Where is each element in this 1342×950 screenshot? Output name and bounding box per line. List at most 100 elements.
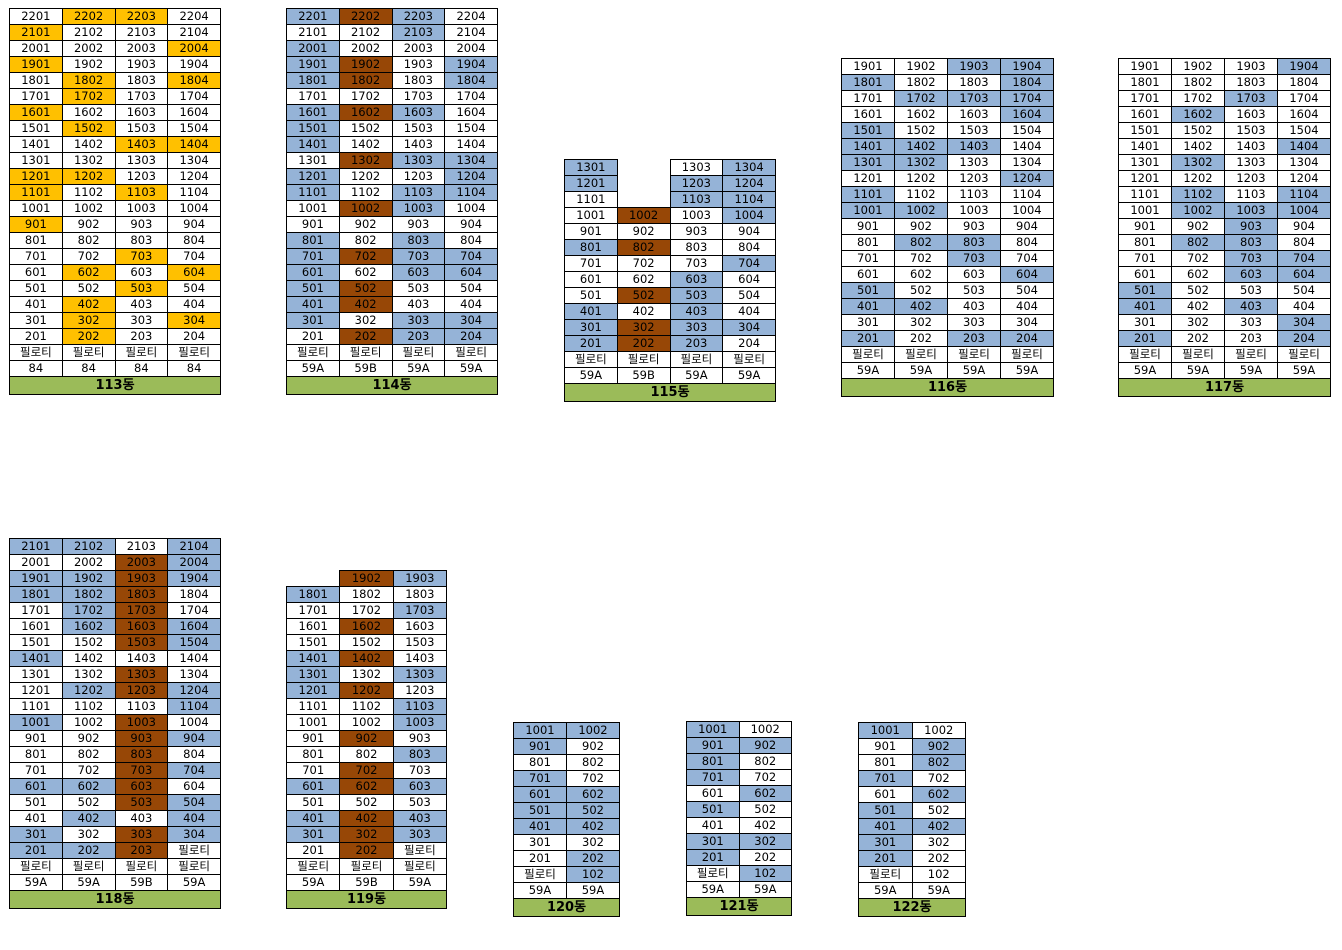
floor-row: 1801 1802 1803 1804 bbox=[9, 72, 221, 89]
unit-cell: 401 bbox=[513, 818, 567, 835]
unit-cell: 1601 bbox=[286, 104, 340, 121]
floor-row: 401 402 403 404 bbox=[564, 303, 776, 320]
unit-cell: 2101 bbox=[9, 24, 63, 41]
unit-cell: 803 bbox=[391, 232, 446, 249]
floor-row: 1101 1102 1103 bbox=[285, 698, 448, 715]
floor-row: 59A 59A 59B 59A bbox=[9, 874, 221, 891]
unit-cell: 804 bbox=[444, 232, 498, 249]
building-label: 120동 bbox=[513, 898, 620, 917]
unit-cell: 1201 bbox=[564, 175, 618, 192]
unit-cell: 59B bbox=[339, 874, 394, 891]
floor-row: 필로티 필로티 필로티 필로티 bbox=[841, 346, 1054, 363]
unit-cell: 59A bbox=[1118, 362, 1172, 379]
unit-cell: 601 bbox=[286, 264, 340, 281]
floor-row: 필로티 102 bbox=[858, 866, 966, 883]
unit-cell: 2202 bbox=[61, 8, 116, 25]
unit-cell: 703 bbox=[114, 762, 169, 779]
floor-row: 901 902 bbox=[513, 738, 620, 755]
unit-cell: 304 bbox=[722, 319, 776, 336]
unit-cell: 801 bbox=[841, 234, 895, 251]
unit-cell: 1601 bbox=[1118, 106, 1172, 123]
unit-cell: 필로티 bbox=[1000, 346, 1054, 363]
unit-cell: 2204 bbox=[167, 8, 221, 25]
unit-cell: 59A bbox=[911, 882, 966, 899]
floor-row: 1801 1802 1803 1804 bbox=[841, 74, 1054, 91]
floor-row: 1301 1302 1303 bbox=[285, 666, 448, 683]
unit-cell: 502 bbox=[1171, 282, 1225, 299]
floor-row: 801 802 bbox=[513, 754, 620, 771]
unit-cell: 1203 bbox=[392, 682, 448, 699]
unit-cell: 501 bbox=[286, 280, 340, 297]
unit-cell: 402 bbox=[61, 810, 116, 827]
unit-cell: 302 bbox=[61, 312, 116, 329]
unit-cell: 필로티 bbox=[167, 842, 221, 859]
building-120: 1001 1002 901 902 801 802 701 702 601 602 501 502 40… bbox=[513, 722, 620, 917]
unit-cell: 1603 bbox=[391, 104, 446, 121]
unit-cell: 1002 bbox=[61, 200, 116, 217]
unit-cell: 1803 bbox=[391, 72, 446, 89]
floor-row: 401 402 403 404 bbox=[286, 296, 498, 313]
unit-cell: 602 bbox=[1171, 266, 1225, 283]
unit-cell: 1303 bbox=[114, 152, 169, 169]
unit-cell: 601 bbox=[1118, 266, 1172, 283]
unit-cell: 601 bbox=[564, 271, 618, 288]
unit-cell: 1704 bbox=[444, 88, 498, 105]
floor-row: 2001 2002 2003 2004 bbox=[9, 554, 221, 571]
unit-cell: 1202 bbox=[1171, 170, 1225, 187]
unit-cell: 1802 bbox=[1171, 74, 1225, 91]
unit-cell: 1303 bbox=[669, 159, 724, 176]
unit-cell: 1101 bbox=[286, 184, 340, 201]
unit-cell: 1004 bbox=[444, 200, 498, 217]
unit-cell: 1401 bbox=[286, 136, 340, 153]
floor-row: 59A 59A bbox=[686, 881, 792, 898]
floor-row: 1201 1202 1203 1204 bbox=[9, 682, 221, 699]
unit-cell: 59A bbox=[392, 874, 448, 891]
unit-cell: 2003 bbox=[114, 40, 169, 57]
unit-cell: 201 bbox=[1118, 330, 1172, 347]
unit-cell: 1002 bbox=[338, 200, 393, 217]
unit-cell: 1801 bbox=[9, 586, 63, 603]
floor-row: 401 402 403 404 bbox=[841, 298, 1054, 315]
unit-cell: 503 bbox=[391, 280, 446, 297]
unit-cell: 1203 bbox=[114, 168, 169, 185]
unit-cell: 1804 bbox=[1277, 74, 1331, 91]
unit-cell: 필로티 bbox=[285, 858, 341, 875]
unit-cell: 501 bbox=[858, 802, 913, 819]
unit-cell: 402 bbox=[339, 810, 394, 827]
unit-cell: 1001 bbox=[285, 714, 341, 731]
unit-cell: 2101 bbox=[9, 538, 63, 555]
unit-cell: 1103 bbox=[947, 186, 1001, 203]
unit-cell: 1504 bbox=[167, 120, 221, 137]
floor-row: 901 902 903 904 bbox=[1118, 218, 1331, 235]
unit-cell: 59B bbox=[616, 367, 671, 384]
unit-cell: 1902 bbox=[61, 570, 116, 587]
unit-cell: 1601 bbox=[841, 106, 895, 123]
unit-cell: 203 bbox=[114, 328, 169, 345]
unit-cell: 59A bbox=[738, 881, 792, 898]
floor-row: 필로티 필로티 필로티 필로티 bbox=[564, 351, 776, 368]
unit-cell: 902 bbox=[911, 738, 966, 755]
unit-cell: 601 bbox=[858, 786, 913, 803]
unit-cell: 201 bbox=[9, 328, 63, 345]
floor-row: 301 302 303 304 bbox=[9, 312, 221, 329]
building-label: 121동 bbox=[686, 897, 792, 916]
unit-cell: 59A bbox=[286, 360, 340, 377]
unit-cell: 1604 bbox=[167, 618, 221, 635]
unit-cell: 1402 bbox=[338, 136, 393, 153]
floor-row: 1701 1702 1703 1704 bbox=[1118, 90, 1331, 107]
unit-cell: 902 bbox=[61, 216, 116, 233]
unit-cell: 102 bbox=[566, 866, 620, 883]
unit-cell: 84 bbox=[61, 360, 116, 377]
unit-cell: 803 bbox=[1224, 234, 1278, 251]
unit-cell: 1001 bbox=[1118, 202, 1172, 219]
unit-cell: 201 bbox=[686, 849, 740, 866]
unit-cell: 1501 bbox=[9, 120, 63, 137]
unit-cell: 1503 bbox=[392, 634, 448, 651]
unit-cell: 903 bbox=[1224, 218, 1278, 235]
unit-cell: 1302 bbox=[339, 666, 394, 683]
floor-row: 필로티 필로티 필로티 bbox=[285, 858, 448, 875]
unit-cell: 1603 bbox=[1224, 106, 1278, 123]
unit-cell: 203 bbox=[391, 328, 446, 345]
empty-cell bbox=[617, 192, 670, 208]
unit-cell: 602 bbox=[61, 264, 116, 281]
